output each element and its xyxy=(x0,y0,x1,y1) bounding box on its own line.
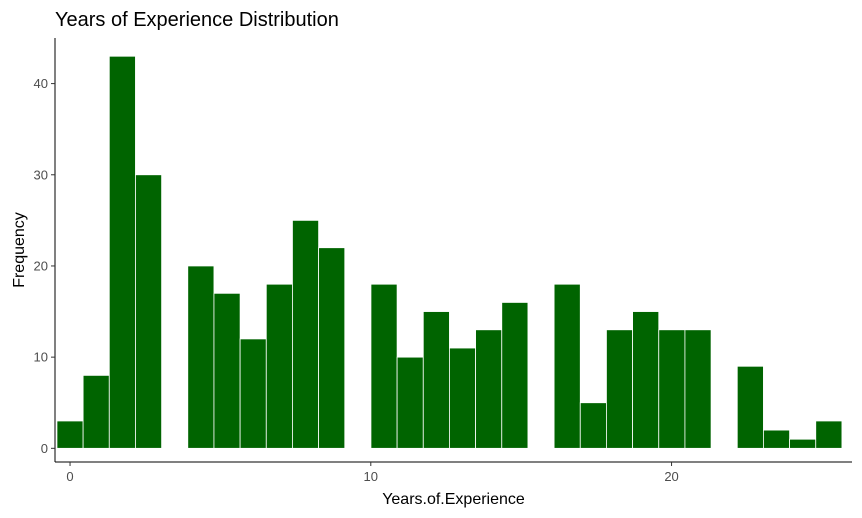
histogram-bar xyxy=(370,283,398,449)
histogram-bar xyxy=(396,356,424,449)
bars-group xyxy=(56,55,843,449)
x-tick-label: 10 xyxy=(364,469,378,484)
y-tick-label: 0 xyxy=(41,441,48,456)
histogram-bar xyxy=(606,329,633,449)
y-tick-label: 10 xyxy=(34,350,48,365)
histogram-bar xyxy=(736,365,764,449)
histogram-bar xyxy=(422,311,450,449)
y-tick-label: 20 xyxy=(34,258,48,273)
histogram-bar xyxy=(82,374,110,449)
x-tick-label: 20 xyxy=(664,469,678,484)
histogram-bar xyxy=(684,329,712,449)
chart-title: Years of Experience Distribution xyxy=(55,9,339,31)
histogram-bar xyxy=(475,329,503,449)
histogram-bar xyxy=(108,55,136,449)
histogram-bar xyxy=(213,292,241,449)
histogram-bar xyxy=(318,247,346,449)
y-tick-label: 30 xyxy=(34,167,48,182)
y-axis: 0 10 20 30 40 xyxy=(34,38,56,462)
histogram-bar xyxy=(579,402,607,449)
histogram-bar xyxy=(501,302,529,449)
y-tick-label: 40 xyxy=(34,76,48,91)
histogram-bar xyxy=(292,219,320,449)
x-tick-label: 0 xyxy=(66,469,73,484)
x-axis-title: Years.of.Experience xyxy=(382,491,525,508)
histogram-bar xyxy=(815,420,843,449)
histogram-bar xyxy=(135,174,163,449)
histogram-bar xyxy=(658,329,686,449)
histogram-bar xyxy=(265,283,293,449)
histogram-bar xyxy=(449,347,477,449)
histogram-bar xyxy=(632,311,660,449)
histogram-bar xyxy=(56,420,84,449)
histogram-bar xyxy=(553,283,581,449)
histogram-bar xyxy=(187,265,215,449)
histogram-bar xyxy=(239,338,267,449)
y-axis-title: Frequency xyxy=(11,212,28,288)
x-axis: 0 10 20 xyxy=(55,461,852,484)
histogram-bar xyxy=(789,438,817,449)
histogram-bar xyxy=(763,429,790,449)
